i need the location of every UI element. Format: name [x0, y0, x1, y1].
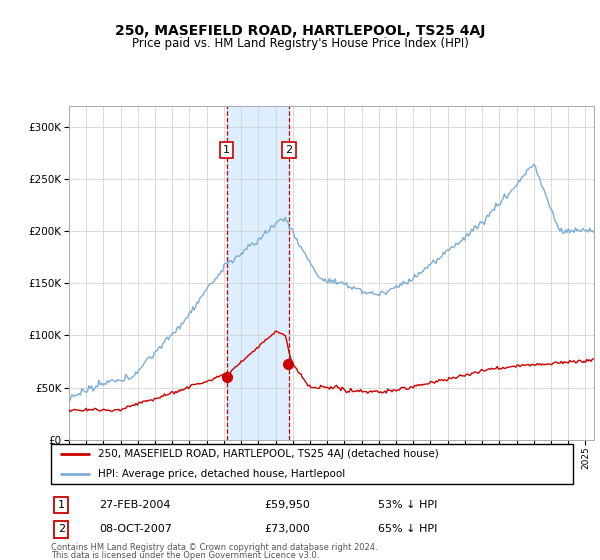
- Text: Price paid vs. HM Land Registry's House Price Index (HPI): Price paid vs. HM Land Registry's House …: [131, 37, 469, 50]
- Text: 1: 1: [223, 145, 230, 155]
- Text: 1: 1: [58, 500, 65, 510]
- Text: This data is licensed under the Open Government Licence v3.0.: This data is licensed under the Open Gov…: [51, 551, 319, 560]
- Text: £59,950: £59,950: [264, 500, 310, 510]
- Text: 65% ↓ HPI: 65% ↓ HPI: [378, 524, 437, 534]
- Text: 2: 2: [58, 524, 65, 534]
- Text: 27-FEB-2004: 27-FEB-2004: [99, 500, 170, 510]
- Text: 250, MASEFIELD ROAD, HARTLEPOOL, TS25 4AJ (detached house): 250, MASEFIELD ROAD, HARTLEPOOL, TS25 4A…: [98, 449, 439, 459]
- Text: 53% ↓ HPI: 53% ↓ HPI: [378, 500, 437, 510]
- Text: 2: 2: [285, 145, 292, 155]
- Text: Contains HM Land Registry data © Crown copyright and database right 2024.: Contains HM Land Registry data © Crown c…: [51, 543, 377, 552]
- Bar: [227, 106, 289, 440]
- FancyBboxPatch shape: [51, 444, 573, 484]
- Text: 08-OCT-2007: 08-OCT-2007: [99, 524, 172, 534]
- Text: 250, MASEFIELD ROAD, HARTLEPOOL, TS25 4AJ: 250, MASEFIELD ROAD, HARTLEPOOL, TS25 4A…: [115, 24, 485, 38]
- Text: £73,000: £73,000: [264, 524, 310, 534]
- Text: HPI: Average price, detached house, Hartlepool: HPI: Average price, detached house, Hart…: [98, 469, 345, 479]
